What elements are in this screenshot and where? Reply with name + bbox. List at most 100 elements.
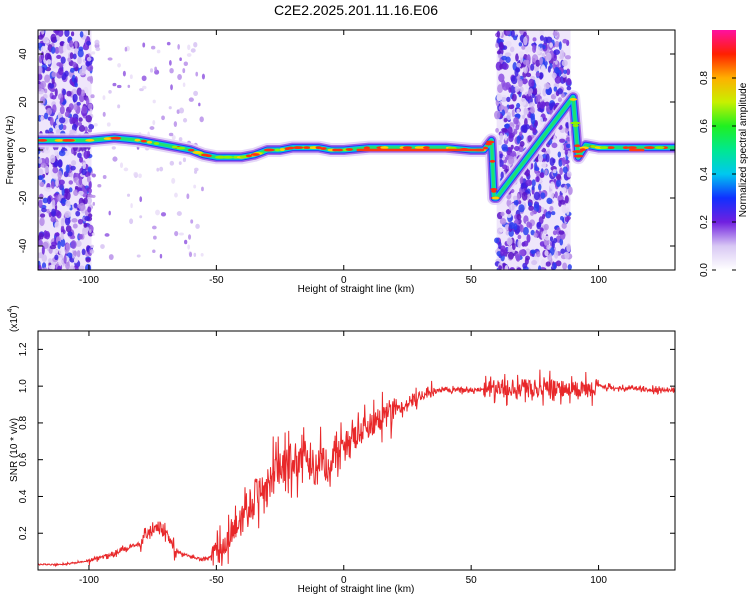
noise-speckle bbox=[60, 225, 65, 234]
noise-speckle bbox=[544, 169, 548, 176]
noise-speckle bbox=[50, 33, 57, 43]
sparse-speckle bbox=[95, 47, 101, 52]
noise-speckle bbox=[46, 196, 52, 205]
noise-speckle bbox=[499, 153, 503, 159]
ridge-peak bbox=[187, 148, 195, 152]
noise-speckle bbox=[536, 251, 541, 258]
sparse-speckle bbox=[89, 108, 93, 114]
colorbar: 0.0 0.2 0.4 0.6 0.8 Normalized spectral ampl… bbox=[699, 30, 749, 277]
sparse-speckle bbox=[117, 63, 122, 68]
svg-text:(x104): (x104) bbox=[7, 305, 20, 332]
noise-speckle bbox=[500, 94, 508, 103]
noise-speckle bbox=[555, 173, 562, 181]
noise-speckle bbox=[41, 262, 47, 270]
ridge-strong-band bbox=[356, 148, 484, 152]
noise-speckle bbox=[568, 186, 573, 195]
ridge-peak bbox=[491, 196, 500, 200]
snr-multiplier-close: ) bbox=[9, 305, 20, 308]
ridge-peak bbox=[38, 139, 48, 142]
sparse-speckle bbox=[193, 41, 198, 48]
noise-speckle bbox=[43, 147, 50, 154]
noise-speckle bbox=[562, 72, 567, 78]
spectrogram-ytick-label: -20 bbox=[18, 190, 29, 205]
noise-speckle bbox=[518, 249, 525, 257]
noise-speckle bbox=[62, 88, 67, 96]
sparse-speckle bbox=[142, 85, 147, 90]
noise-speckle bbox=[523, 36, 528, 46]
spectrogram-marks bbox=[38, 30, 675, 270]
sparse-speckle bbox=[102, 175, 107, 179]
noise-speckle bbox=[560, 187, 567, 194]
noise-speckle bbox=[65, 164, 70, 174]
noise-speckle bbox=[43, 112, 49, 120]
sparse-speckle bbox=[177, 44, 180, 50]
snr-multiplier: (x104) bbox=[7, 305, 20, 332]
noise-speckle bbox=[41, 245, 45, 255]
sparse-speckle bbox=[94, 39, 100, 46]
sparse-speckle bbox=[168, 132, 174, 137]
noise-speckle bbox=[543, 223, 549, 231]
ridge-peak bbox=[274, 148, 281, 152]
noise-speckle bbox=[81, 188, 88, 198]
noise-speckle bbox=[542, 117, 548, 122]
noise-speckle bbox=[521, 124, 528, 133]
sparse-speckle bbox=[171, 177, 176, 184]
snr-marks bbox=[38, 369, 675, 568]
snr-axes: -100 -50 0 50 100 0.2 0.4 0.6 0.8 1.0 1.2 bbox=[18, 331, 675, 586]
sparse-speckle bbox=[155, 209, 160, 216]
noise-speckle bbox=[63, 42, 67, 51]
noise-speckle bbox=[77, 49, 84, 58]
ridge-peak bbox=[140, 139, 147, 143]
noise-speckle bbox=[553, 66, 560, 74]
noise-speckle bbox=[552, 135, 557, 142]
noise-speckle bbox=[549, 236, 554, 242]
noise-speckle bbox=[64, 30, 70, 37]
sparse-speckle bbox=[102, 95, 106, 100]
noise-speckle bbox=[39, 181, 45, 188]
noise-speckle bbox=[528, 78, 535, 88]
sparse-speckle bbox=[160, 212, 167, 217]
noise-speckle bbox=[38, 174, 44, 181]
colorbar-tick-label: 0.6 bbox=[699, 119, 710, 133]
ridge-strong-band bbox=[629, 148, 645, 152]
noise-speckle bbox=[559, 238, 564, 246]
noise-speckle bbox=[66, 90, 72, 97]
ridge-peak bbox=[279, 148, 285, 151]
noise-speckle bbox=[525, 248, 531, 256]
noise-speckle bbox=[77, 218, 84, 225]
noise-speckle bbox=[73, 202, 78, 209]
noise-speckle bbox=[38, 199, 43, 209]
spectrogram-xtick-label: 50 bbox=[466, 275, 478, 286]
ridge-peak bbox=[153, 142, 160, 145]
ridge-peak bbox=[570, 121, 581, 125]
noise-speckle bbox=[46, 59, 52, 65]
noise-speckle bbox=[54, 221, 60, 229]
noise-speckle bbox=[41, 66, 46, 74]
ridge-peak bbox=[402, 146, 412, 150]
noise-speckle bbox=[494, 110, 501, 120]
noise-speckle bbox=[535, 46, 541, 55]
noise-speckle bbox=[540, 258, 546, 267]
noise-speckle bbox=[39, 96, 46, 105]
snr-ytick-label: 0.6 bbox=[18, 452, 29, 466]
sparse-speckle bbox=[129, 74, 133, 80]
noise-speckle bbox=[52, 60, 57, 70]
noise-speckle bbox=[499, 228, 504, 233]
noise-speckle bbox=[521, 78, 528, 85]
noise-speckle bbox=[56, 35, 60, 41]
noise-speckle bbox=[58, 117, 66, 124]
noise-speckle bbox=[558, 41, 562, 51]
sparse-speckle bbox=[190, 48, 196, 53]
noise-speckle bbox=[498, 73, 505, 83]
noise-speckle bbox=[537, 265, 542, 270]
noise-speckle bbox=[45, 129, 50, 134]
noise-speckle bbox=[519, 131, 523, 137]
ridge-peak bbox=[103, 137, 113, 141]
noise-speckle bbox=[82, 226, 90, 232]
noise-speckle bbox=[531, 260, 538, 266]
noise-speckle bbox=[562, 38, 568, 44]
noise-speckle bbox=[58, 248, 63, 255]
noise-speckle bbox=[552, 169, 557, 174]
noise-speckle bbox=[503, 118, 508, 123]
noise-speckle bbox=[546, 197, 553, 205]
